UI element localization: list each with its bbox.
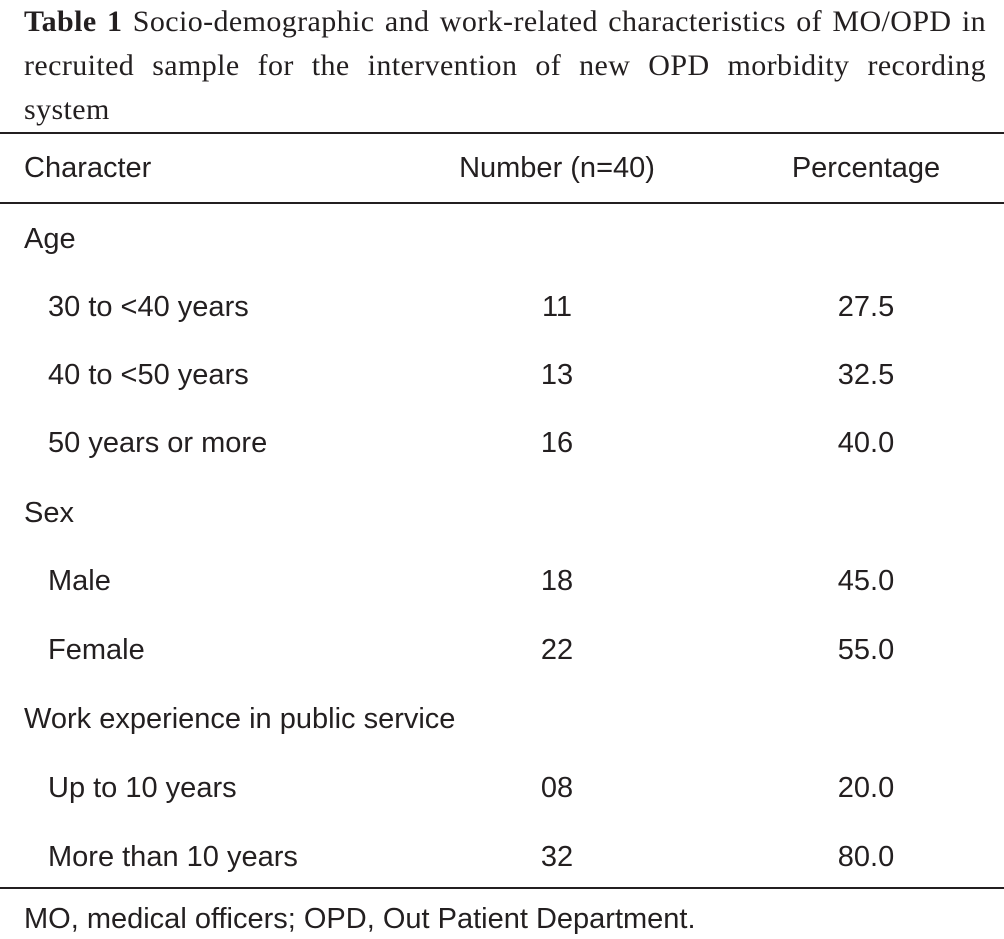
row-label: Male: [48, 565, 111, 597]
table-title: Socio-demographic and work-related chara…: [24, 5, 986, 126]
row-label: Up to 10 years: [48, 772, 237, 804]
table-label: Table 1: [24, 5, 123, 38]
row-number: 18: [540, 565, 574, 597]
row-number: 16: [540, 427, 574, 459]
row-label: Female: [48, 634, 145, 666]
row-label: More than 10 years: [48, 841, 298, 873]
row-number: 13: [540, 359, 574, 391]
table-footnote: MO, medical officers; OPD, Out Patient D…: [24, 903, 696, 935]
header-rule: [0, 202, 1004, 204]
row-percentage: 45.0: [837, 565, 895, 597]
row-percentage: 32.5: [837, 359, 895, 391]
header-number: Number (n=40): [459, 152, 655, 184]
table-caption: Table 1 Socio-demographic and work-relat…: [24, 0, 986, 132]
row-percentage: 55.0: [837, 634, 895, 666]
row-percentage: 80.0: [837, 841, 895, 873]
row-percentage: 27.5: [837, 291, 895, 323]
group-label-age: Age: [24, 223, 76, 255]
row-number: 22: [540, 634, 574, 666]
header-percentage: Percentage: [791, 152, 941, 184]
row-percentage: 20.0: [837, 772, 895, 804]
row-number: 32: [540, 841, 574, 873]
row-number: 08: [540, 772, 574, 804]
group-label-work-experience: Work experience in public service: [24, 703, 456, 735]
top-rule: [0, 132, 1004, 134]
row-label: 40 to <50 years: [48, 359, 249, 391]
row-number: 11: [541, 291, 573, 323]
header-character: Character: [24, 152, 152, 184]
bottom-rule: [0, 887, 1004, 889]
row-label: 50 years or more: [48, 427, 268, 459]
row-percentage: 40.0: [837, 427, 895, 459]
group-label-sex: Sex: [24, 497, 74, 529]
row-label: 30 to <40 years: [48, 291, 249, 323]
